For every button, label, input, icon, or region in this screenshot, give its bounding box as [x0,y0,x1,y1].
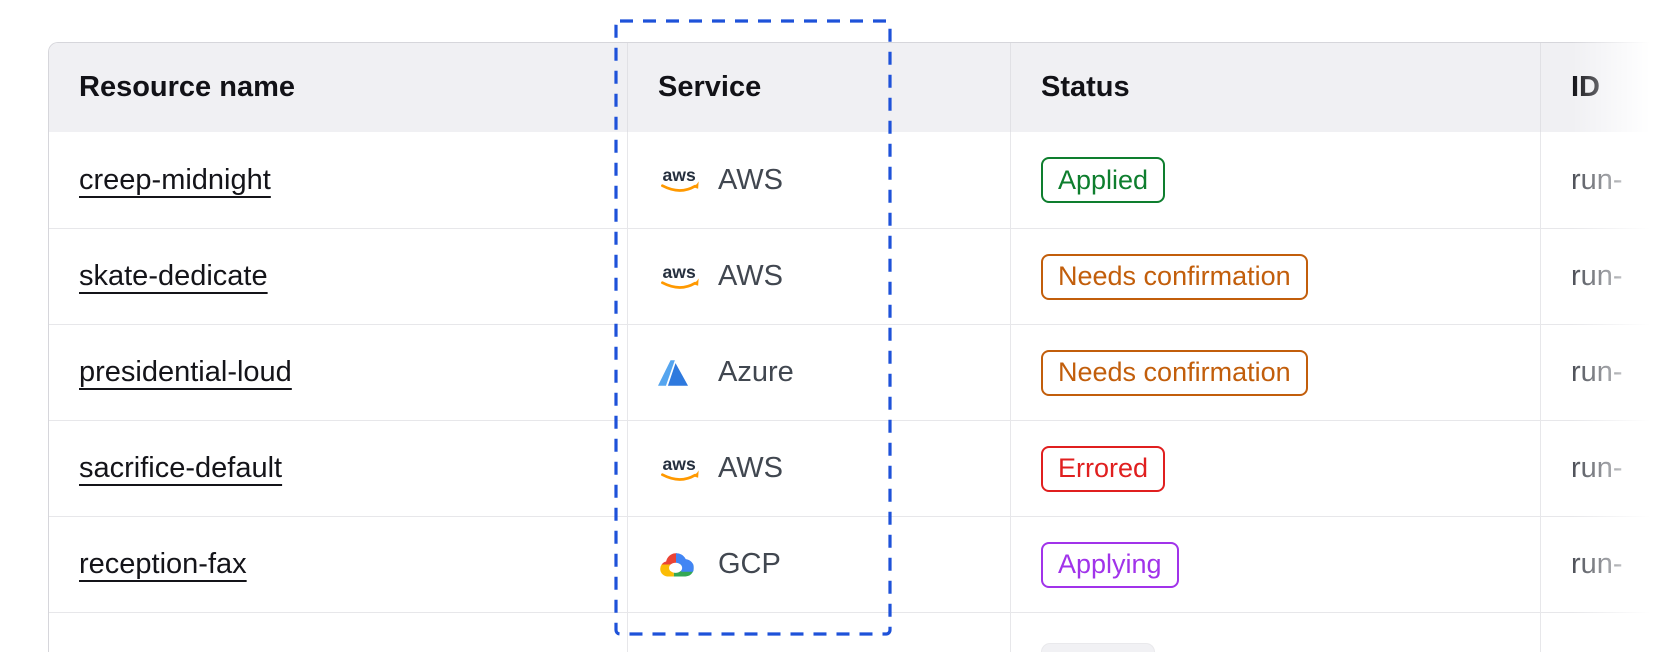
partial-cell [1540,613,1672,652]
resource-link[interactable]: skate-dedicate [79,260,268,292]
run-id-text: run- [1571,548,1623,580]
status-badge: Needs confirmation [1041,349,1308,396]
column-header-status: Status [1010,43,1540,132]
service-cell: Azure [627,325,1010,420]
service-label: Azure [718,356,794,388]
resource-name-cell: creep-midnight [49,132,627,228]
service-label: AWS [718,452,783,484]
aws-icon: aws [658,261,704,293]
column-header-service: Service [627,43,1010,132]
status-cell: Needs confirmation [1010,229,1540,324]
svg-text:aws: aws [662,165,695,185]
column-header-resource-name: Resource name [79,71,295,103]
run-id-cell: run- [1540,421,1672,516]
column-header-id: ID [1540,43,1672,132]
status-badge: Applied [1041,157,1166,203]
resource-link[interactable]: reception-fax [79,548,247,580]
run-id-cell: run- [1540,229,1672,324]
partial-table-row [49,612,1672,652]
table-row: skate-dedicate aws AWS Needs confirmation… [49,228,1672,324]
table-body: creep-midnight aws AWS Applied run-skate-d… [49,132,1672,612]
resources-table: Resource name Service Status ID creep-mi… [48,42,1672,652]
table-row: reception-fax GCP Applying run- [49,516,1672,612]
status-badge: Applying [1041,541,1179,588]
partial-cell [627,613,1010,652]
run-id-cell: run- [1540,132,1672,228]
aws-icon: aws [658,164,704,196]
aws-icon: aws [658,453,704,485]
azure-icon [658,357,704,389]
status-badge: Errored [1041,445,1166,492]
run-id-text: run- [1571,452,1623,484]
resource-link[interactable]: presidential-loud [79,356,292,388]
partial-cell [49,613,627,652]
run-id-text: run- [1571,356,1623,388]
run-id-cell: run- [1540,517,1672,612]
service-cell: GCP [627,517,1010,612]
partial-status-badge [1041,643,1155,652]
service-label: GCP [718,548,781,580]
resource-name-cell: reception-fax [49,517,627,612]
run-id-text: run- [1571,260,1623,292]
service-cell: aws AWS [627,132,1010,228]
table-row: presidential-loud Azure Needs confirmatio… [49,324,1672,420]
resource-link[interactable]: creep-midnight [79,163,271,196]
service-cell: aws AWS [627,229,1010,324]
status-badge: Needs confirmation [1041,253,1308,300]
resource-name-cell: presidential-loud [49,325,627,420]
svg-text:aws: aws [662,454,695,474]
service-cell: aws AWS [627,421,1010,516]
table-header-row: Resource name Service Status ID [49,43,1672,132]
resource-name-cell: skate-dedicate [49,229,627,324]
partial-cell [1010,613,1540,652]
table-row: creep-midnight aws AWS Applied run- [49,132,1672,228]
run-id-text: run- [1571,163,1623,196]
gcp-icon [658,549,704,581]
resource-link[interactable]: sacrifice-default [79,452,283,484]
service-label: AWS [718,260,783,292]
status-cell: Needs confirmation [1010,325,1540,420]
resource-name-cell: sacrifice-default [49,421,627,516]
status-cell: Applying [1010,517,1540,612]
svg-text:aws: aws [662,262,695,282]
service-label: AWS [718,163,783,196]
run-id-cell: run- [1540,325,1672,420]
status-cell: Errored [1010,421,1540,516]
table-row: sacrifice-default aws AWS Errored run- [49,420,1672,516]
status-cell: Applied [1010,132,1540,228]
